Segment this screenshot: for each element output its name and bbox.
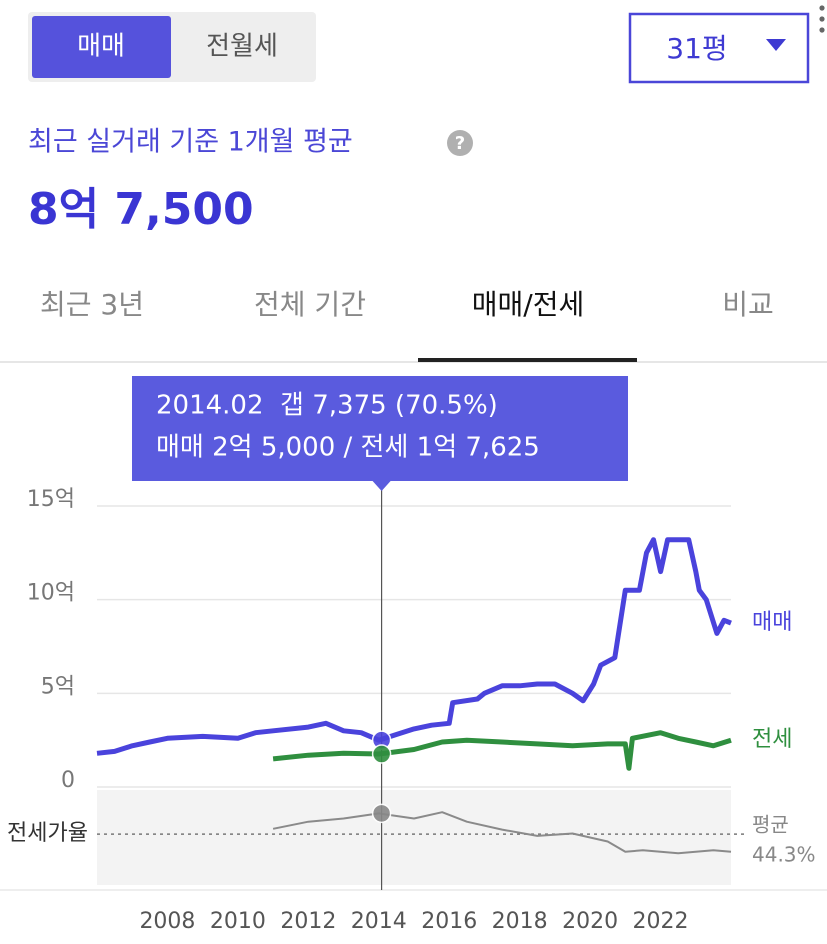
tab-underline — [418, 358, 637, 362]
x-tick-label: 2016 — [421, 909, 477, 934]
hover-dot — [371, 803, 392, 824]
x-tick-label: 2022 — [633, 909, 689, 934]
series-label: 전세 — [752, 727, 792, 752]
summary-caption: 최근 실거래 기준 1개월 평균 — [28, 127, 353, 158]
toggle-item[interactable]: 전월세 — [206, 32, 278, 62]
help-icon[interactable] — [447, 130, 473, 156]
series-label: 매매 — [752, 610, 792, 635]
y-tick-label: 5억 — [41, 674, 75, 699]
tooltip-text: 2014.02 갭 7,375 (70.5%) — [156, 391, 498, 421]
summary-price: 8억 7,500 — [28, 184, 254, 235]
x-tick-label: 2008 — [139, 909, 195, 934]
more-menu[interactable] — [819, 5, 825, 33]
series-line — [96, 537, 732, 756]
reference-label: 44.3% — [752, 843, 816, 867]
series-line — [272, 811, 732, 855]
tooltip-pointer — [372, 481, 391, 491]
x-tick-label: 2018 — [492, 909, 548, 934]
x-tick-label: 2010 — [210, 909, 266, 934]
y-tick-label: 10억 — [27, 581, 75, 606]
toggle-item[interactable]: 매매 — [77, 32, 125, 62]
help-icon-text: ? — [455, 133, 465, 154]
x-tick-label: 2020 — [562, 909, 618, 934]
hover-dot — [371, 744, 392, 764]
series-line — [272, 730, 732, 771]
chart: 0 5억 10억 15억 2008 2010 2012 2014 2016 2018 2020 202… — [7, 487, 816, 934]
tooltip-text: 매매 2억 5,000 / 전세 1억 7,625 — [156, 433, 540, 463]
size-select-label[interactable]: 31평 — [666, 32, 727, 65]
series-label: 전세가율 — [7, 821, 88, 846]
tooltip — [132, 376, 628, 481]
reference-name: 평균 — [752, 813, 789, 837]
toggle-active[interactable] — [32, 16, 171, 78]
tab[interactable]: 비교 — [722, 288, 774, 321]
rate-panel — [97, 790, 731, 885]
tab[interactable]: 전체 기간 — [254, 288, 366, 321]
x-tick-label: 2014 — [351, 909, 407, 934]
tooltip-layer: 2014.02 갭 7,375 (70.5%) 매매 2억 5,000 / 전세 … — [132, 376, 628, 890]
tab[interactable]: 최근 3년 — [40, 288, 144, 321]
x-tick-label: 2012 — [280, 909, 336, 934]
dropdown-arrow — [766, 39, 786, 51]
y-tick-label: 0 — [61, 768, 75, 793]
y-tick-label: 15억 — [27, 487, 75, 512]
tab-active[interactable]: 매매/전세 — [472, 288, 584, 321]
